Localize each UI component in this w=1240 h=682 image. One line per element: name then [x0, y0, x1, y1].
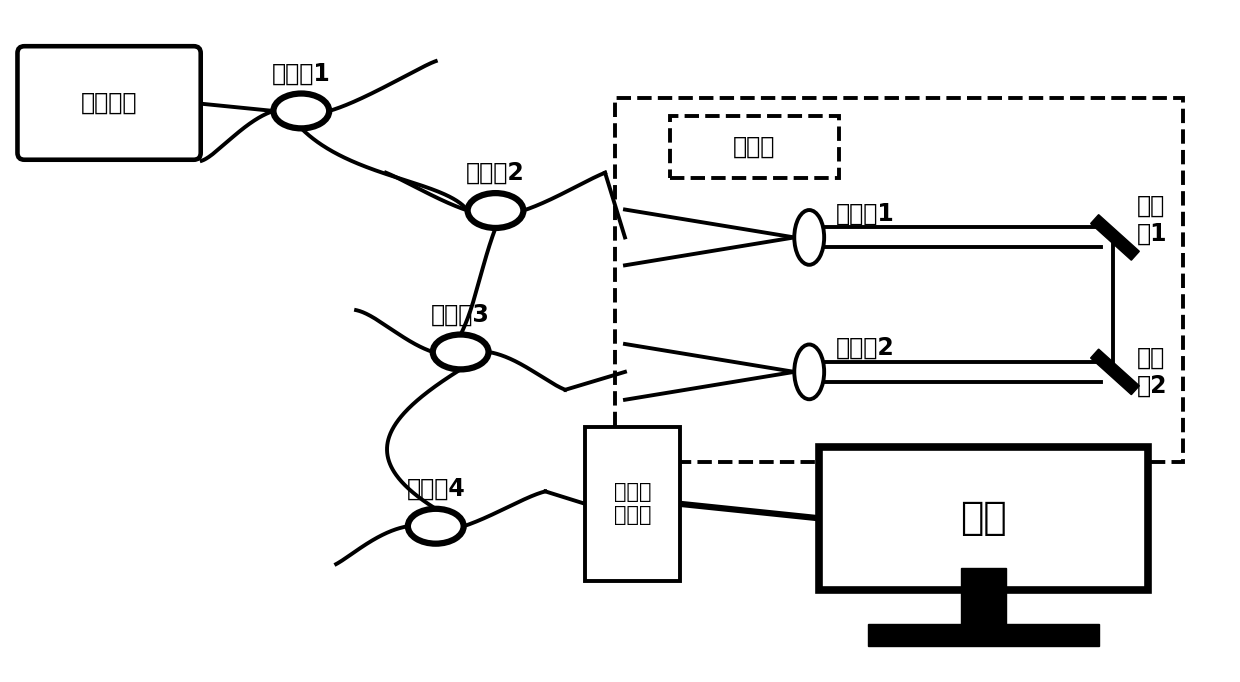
Text: 扫描光源: 扫描光源	[81, 91, 138, 115]
Ellipse shape	[408, 509, 464, 544]
Text: 准直器2: 准直器2	[836, 336, 895, 360]
Bar	[868, 624, 1099, 646]
Text: 耦合器4: 耦合器4	[407, 477, 465, 501]
FancyBboxPatch shape	[17, 46, 201, 160]
Bar	[961, 568, 1006, 624]
Polygon shape	[1091, 349, 1140, 395]
Ellipse shape	[795, 210, 825, 265]
Ellipse shape	[795, 344, 825, 399]
Text: 双平衡
探测器: 双平衡 探测器	[614, 482, 651, 525]
Polygon shape	[1091, 215, 1140, 261]
Text: 平面
镜1: 平面 镜1	[1137, 194, 1167, 246]
Text: 样品臂: 样品臂	[733, 135, 776, 159]
Text: 准直器1: 准直器1	[836, 201, 895, 226]
Bar	[670, 116, 839, 178]
Ellipse shape	[467, 193, 523, 228]
Text: 耦合器2: 耦合器2	[466, 161, 525, 185]
Text: 电脑: 电脑	[960, 499, 1007, 537]
Bar	[820, 447, 1148, 590]
Bar	[615, 98, 1183, 462]
Text: 耦合器1: 耦合器1	[272, 61, 331, 85]
Text: 平面
镜2: 平面 镜2	[1137, 346, 1167, 398]
Text: 耦合器3: 耦合器3	[432, 303, 490, 327]
Ellipse shape	[433, 335, 489, 370]
Ellipse shape	[273, 93, 329, 128]
Bar	[585, 427, 680, 581]
